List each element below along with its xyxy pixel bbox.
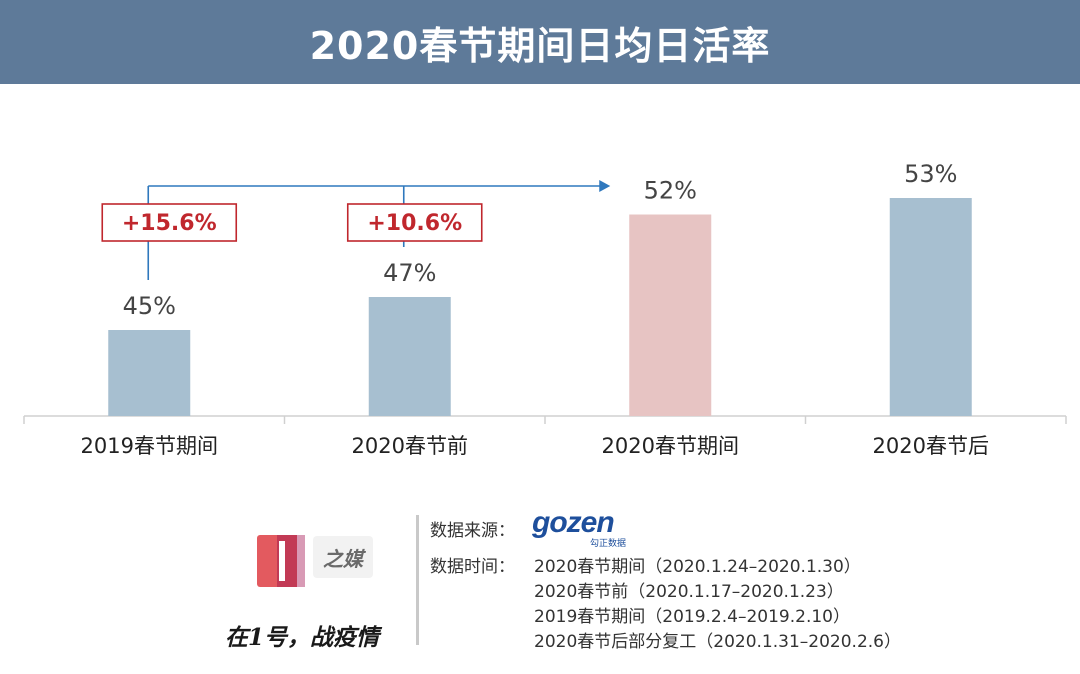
publisher-logo: 之媒 在1号，战疫情: [225, 530, 405, 660]
time-line: 2020春节期间（2020.1.24–2020.1.30）: [534, 557, 861, 577]
bar-chart: 45% 2019春节期间 47% 2020春节前 52% 2020春节期间 53% 2020春…: [23, 160, 1067, 458]
x-tick-label: 2020春节前: [352, 434, 468, 458]
time-line: 2019春节期间（2019.2.4–2019.2.10）: [534, 607, 850, 627]
source-label: 数据来源：: [430, 521, 515, 541]
logo-mark-icon: [257, 535, 305, 587]
title-banner: 2020春节期间日均日活率: [0, 0, 1080, 84]
source-brand-sub: 勾正数据: [590, 539, 627, 549]
growth-annotation-label: +15.6%: [122, 211, 217, 236]
bar-value-label: 45%: [123, 292, 176, 320]
time-line: 2020春节后部分复工（2020.1.31–2020.2.6）: [534, 632, 901, 652]
time-line: 2020春节前（2020.1.17–2020.1.23）: [534, 582, 844, 602]
slogan: 在1号，战疫情: [225, 624, 380, 651]
x-tick-label: 2019春节期间: [81, 434, 218, 458]
x-tick-label: 2020春节后: [873, 434, 989, 458]
bar-value-label: 52%: [644, 177, 697, 205]
source-brand: gozen: [532, 506, 615, 539]
bar: [629, 214, 712, 416]
bar-value-label: 47%: [383, 259, 436, 287]
bar-value-label: 53%: [904, 160, 957, 188]
source-brand-logo: gozen 勾正数据: [532, 506, 642, 550]
x-tick-label: 2020春节期间: [602, 434, 739, 458]
growth-annotation-box: [101, 203, 238, 242]
logo-text: 之媒: [313, 536, 373, 578]
footer-divider: [416, 515, 419, 645]
bar: [368, 297, 451, 416]
growth-annotation-box: [346, 203, 483, 242]
time-label: 数据时间：: [430, 557, 515, 577]
arrow-head-icon: [599, 180, 611, 192]
bar: [889, 198, 972, 416]
footer: 之媒 在1号，战疫情 数据来源： gozen 勾正数据 数据时间： 2020春节…: [0, 500, 1080, 674]
growth-annotation-label: +10.6%: [367, 211, 462, 236]
chart-title: 2020春节期间日均日活率: [309, 23, 771, 68]
bar: [108, 330, 191, 416]
